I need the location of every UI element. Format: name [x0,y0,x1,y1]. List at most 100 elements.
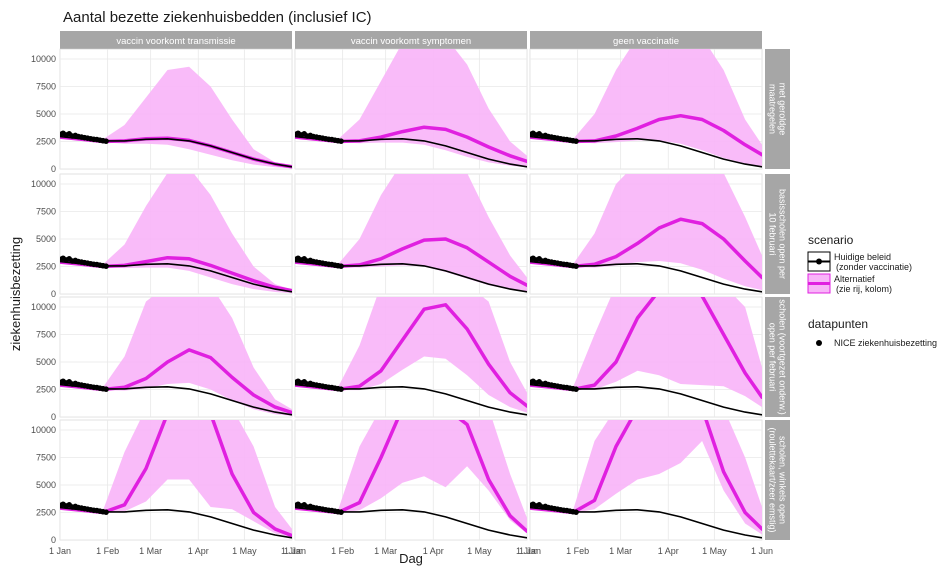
x-tick-label-c1-0: 1 Jan [284,546,306,556]
panel-content-r2c1 [295,297,527,417]
panel-content-r0c2 [530,49,762,169]
facet-label-row-text-3: scholen, winkels open(roulettekaart/zeer… [768,427,788,532]
panel-content-r0c1 [295,49,527,169]
y-tick-label-r3-2: 5000 [36,480,56,490]
y-tick-label-r3-1: 2500 [36,508,56,518]
y-tick-label-r1-0: 0 [51,289,56,299]
facet-label-row-line1-3: scholen, winkels open [778,436,788,524]
observed-point-r0c0-15 [103,138,109,144]
y-axis-label: ziekenhuisbezetting [8,237,23,351]
panel-content-r3c1 [295,420,527,540]
observed-point-r3c1-15 [338,509,344,515]
facet-label-col-2: geen vaccinatie [613,36,679,47]
facet-label-row-line1-0: met geroldge [778,83,788,136]
x-tick-label-c1-3: 1 Apr [423,546,444,556]
panel-content-r2c0 [60,297,292,417]
observed-point-r3c2-15 [573,509,579,515]
y-tick-label-r1-4: 10000 [31,179,56,189]
facet-label-col-1: vaccin voorkomt symptomen [351,36,471,47]
observed-point-r2c0-15 [103,386,109,392]
x-tick-label-c2-5: 1 Jun [751,546,773,556]
facet-grid: vaccin voorkomt transmissie vaccin voorko… [31,31,790,556]
band-r2c1 [295,297,527,413]
band-r1c2 [530,174,762,291]
legend-title-datapoints: datapunten [808,317,868,331]
y-tick-label-r0-1: 2500 [36,137,56,147]
facet-label-col-0: vaccin voorkomt transmissie [116,36,235,47]
facet-label-row-3: scholen, winkels open(roulettekaart/zeer… [768,427,788,532]
observed-point-r2c2-15 [573,386,579,392]
observed-point-r1c2-15 [573,263,579,269]
y-tick-label-r1-3: 7500 [36,207,56,217]
band-r1c1 [295,174,527,292]
facet-strip-row-3 [765,420,790,540]
y-tick-label-r0-2: 5000 [36,109,56,119]
facet-label-row-text-0: met geroldgemaatregelen [768,83,788,136]
x-tick-label-c1-2: 1 Mar [374,546,397,556]
legend-label-alternative: Alternatief [834,274,875,284]
legend-sublabel-alternative: (zie rij, kolom) [836,284,892,294]
facet-label-row-line1-1: basisscholen open per [778,189,788,279]
facet-label-row-line2-1: 10 februari [768,212,778,255]
facet-strip-col-1 [295,31,527,49]
observed-point-r0c1-15 [338,138,344,144]
legend-title-scenario: scenario [808,233,854,247]
observed-point-r1c0-15 [103,263,109,269]
facet-strip-col-0 [60,31,292,49]
observed-point-r0c2-15 [573,138,579,144]
panel-content-r1c0 [60,174,292,294]
legend-label-baseline: Huidige beleid [834,252,891,262]
y-tick-label-r3-4: 10000 [31,425,56,435]
x-tick-label-c2-2: 1 Mar [609,546,632,556]
y-tick-label-r3-0: 0 [51,535,56,545]
chart-title: Aantal bezette ziekenhuisbedden (inclusi… [63,9,372,26]
facet-label-row-line2-0: maatregelen [768,84,778,134]
y-tick-label-r1-2: 5000 [36,234,56,244]
facet-strip-col-2 [530,31,762,49]
panel-content-r0c0 [60,49,292,169]
panel-content-r2c2 [530,297,762,417]
y-tick-label-r1-1: 2500 [36,262,56,272]
legend-label-nice: NICE ziekenhuisbezetting [834,338,937,348]
x-tick-label-c2-3: 1 Apr [658,546,679,556]
y-tick-label-r2-1: 2500 [36,385,56,395]
facet-label-row-text-2: scholen (voortgezet onderw.)open per feb… [768,299,788,415]
y-tick-label-r2-3: 7500 [36,330,56,340]
panel-content-r3c2 [530,420,762,540]
y-tick-label-r3-3: 7500 [36,453,56,463]
panel-content-r1c1 [295,174,527,294]
legend-point-baseline [816,258,822,265]
facet-label-row-1: basisscholen open per10 februari [768,189,788,279]
panel-content-r1c2 [530,174,762,294]
x-tick-label-c2-0: 1 Jan [519,546,541,556]
observed-point-r1c1-15 [338,263,344,269]
facet-label-row-0: met geroldgemaatregelen [768,83,788,136]
band-r0c2 [530,49,762,167]
x-tick-label-c0-4: 1 May [232,546,257,556]
facet-label-row-line2-3: (roulettekaart/zeer emstig) [768,427,778,532]
facet-strip-row-1 [765,174,790,294]
y-tick-label-r2-2: 5000 [36,357,56,367]
facet-label-row-text-1: basisscholen open per10 februari [768,189,788,279]
y-tick-label-r0-4: 10000 [31,54,56,64]
panel-content-r3c0 [60,420,292,540]
x-tick-label-c1-5: 1 Jun [516,546,538,556]
observed-point-r3c0-15 [103,509,109,515]
legend: scenario Huidige beleid (zonder vaccinat… [807,233,937,348]
y-tick-label-r2-0: 0 [51,412,56,422]
y-tick-label-r2-4: 10000 [31,302,56,312]
x-tick-label-c1-1: 1 Feb [331,546,354,556]
x-tick-label-c1-4: 1 May [467,546,492,556]
facet-strip-row-0 [765,49,790,169]
facet-label-row-2: scholen (voortgezet onderw.)open per feb… [768,299,788,415]
x-tick-label-c2-4: 1 May [702,546,727,556]
facet-label-row-line1-2: scholen (voortgezet onderw.) [778,299,788,415]
x-tick-label-c0-3: 1 Apr [188,546,209,556]
x-tick-label-c0-0: 1 Jan [49,546,71,556]
legend-point-nice [816,340,822,346]
x-tick-label-c0-1: 1 Feb [96,546,119,556]
x-tick-label-c0-5: 1 Jun [281,546,303,556]
x-axis-label: Dag [399,551,423,566]
